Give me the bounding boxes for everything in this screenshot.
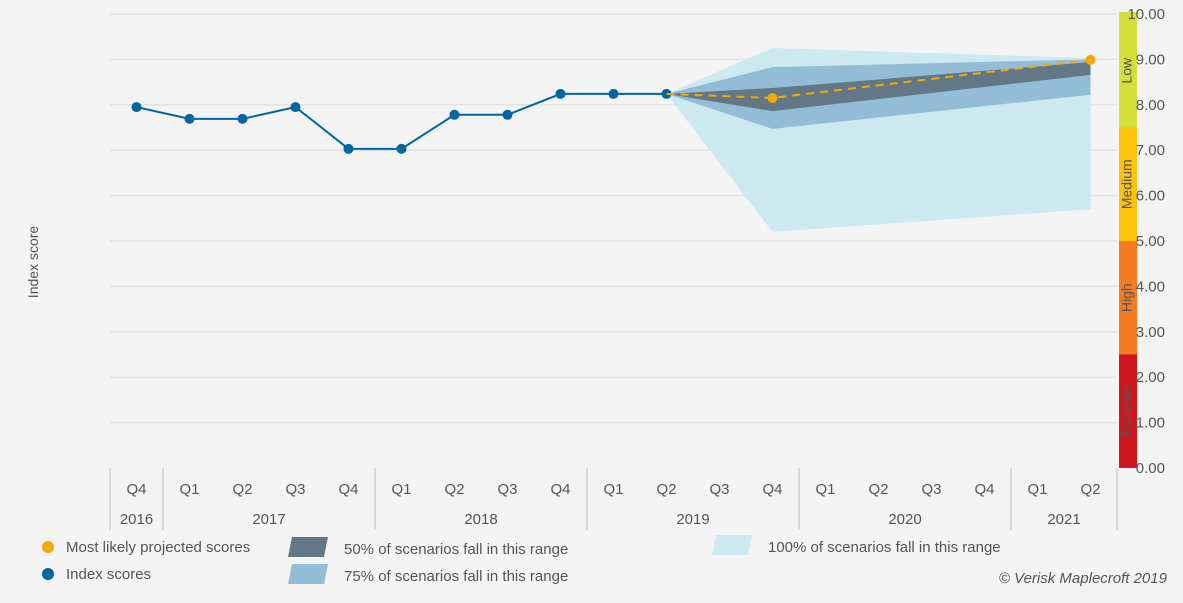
risk-band-label: Medium — [1119, 159, 1135, 209]
x-tick-quarter: Q4 — [126, 481, 146, 498]
x-tick-quarter: Q4 — [550, 481, 570, 498]
risk-band-medium — [1119, 127, 1137, 241]
x-tick-quarter: Q1 — [815, 481, 835, 498]
x-tick-quarter: Q1 — [603, 481, 623, 498]
x-tick-quarter: Q4 — [762, 481, 782, 498]
data-point — [396, 143, 407, 154]
x-tick-quarter: Q1 — [179, 481, 199, 498]
x-tick-quarter: Q4 — [338, 481, 358, 498]
x-tick-year: 2021 — [1047, 511, 1080, 528]
series-line-0 — [136, 92, 667, 150]
x-tick-quarter: Q3 — [285, 481, 305, 498]
data-point — [237, 113, 248, 124]
data-point — [131, 102, 142, 113]
y-tick-label: 10.00 — [1127, 6, 1165, 23]
x-tick-year: 2020 — [888, 511, 921, 528]
data-point — [343, 143, 354, 154]
legend-marker — [42, 568, 54, 580]
x-tick-year: 2019 — [676, 511, 709, 528]
y-tick-label: 4.00 — [1136, 278, 1165, 295]
data-point — [767, 92, 778, 103]
data-point — [502, 109, 513, 120]
legend-label: Index scores — [66, 566, 151, 583]
x-tick-quarter: Q2 — [232, 481, 252, 498]
x-tick-quarter: Q1 — [391, 481, 411, 498]
risk-band-label: High — [1119, 283, 1135, 312]
data-point — [184, 113, 195, 124]
y-tick-label: 7.00 — [1136, 142, 1165, 159]
y-tick-label: 9.00 — [1136, 51, 1165, 68]
y-tick-label: 5.00 — [1136, 233, 1165, 250]
x-tick-quarter: Q2 — [656, 481, 676, 498]
x-tick-year: 2017 — [252, 511, 285, 528]
x-tick-quarter: Q2 — [1080, 481, 1100, 498]
data-point — [449, 109, 460, 120]
risk-band-label: Extreme — [1119, 385, 1135, 437]
legend-label: 75% of scenarios fall in this range — [344, 568, 568, 585]
series-line-1 — [666, 58, 1091, 99]
y-tick-label: 1.00 — [1136, 415, 1165, 432]
data-point — [1085, 54, 1096, 65]
risk-band-label: Low — [1119, 57, 1135, 84]
y-tick-label: 0.00 — [1136, 460, 1165, 477]
legend-swatch — [288, 564, 328, 584]
y-tick-label: 8.00 — [1136, 97, 1165, 114]
x-tick-year: 2016 — [120, 511, 153, 528]
x-tick-quarter: Q3 — [497, 481, 517, 498]
legend-swatch — [288, 537, 328, 557]
risk-band-low — [1119, 12, 1137, 128]
x-tick-quarter: Q4 — [974, 481, 994, 498]
y-tick-label: 3.00 — [1136, 324, 1165, 341]
x-tick-quarter: Q2 — [444, 481, 464, 498]
data-point — [555, 88, 566, 99]
legend-label: Most likely projected scores — [66, 539, 250, 556]
data-point — [608, 88, 619, 99]
copyright: © Verisk Maplecroft 2019 — [999, 570, 1168, 587]
legend-swatch — [712, 535, 752, 555]
y-axis-label: Index score — [25, 226, 41, 299]
x-tick-quarter: Q2 — [868, 481, 888, 498]
data-point — [290, 102, 301, 113]
x-tick-quarter: Q3 — [921, 481, 941, 498]
risk-band-high — [1119, 241, 1137, 355]
x-tick-quarter: Q1 — [1027, 481, 1047, 498]
y-tick-label: 6.00 — [1136, 188, 1165, 205]
x-tick-quarter: Q3 — [709, 481, 729, 498]
y-tick-label: 2.00 — [1136, 369, 1165, 386]
legend-label: 100% of scenarios fall in this range — [768, 539, 1001, 556]
legend-marker — [42, 541, 54, 553]
risk-band-extreme — [1119, 354, 1137, 468]
legend-label: 50% of scenarios fall in this range — [344, 541, 568, 558]
x-tick-year: 2018 — [464, 511, 497, 528]
